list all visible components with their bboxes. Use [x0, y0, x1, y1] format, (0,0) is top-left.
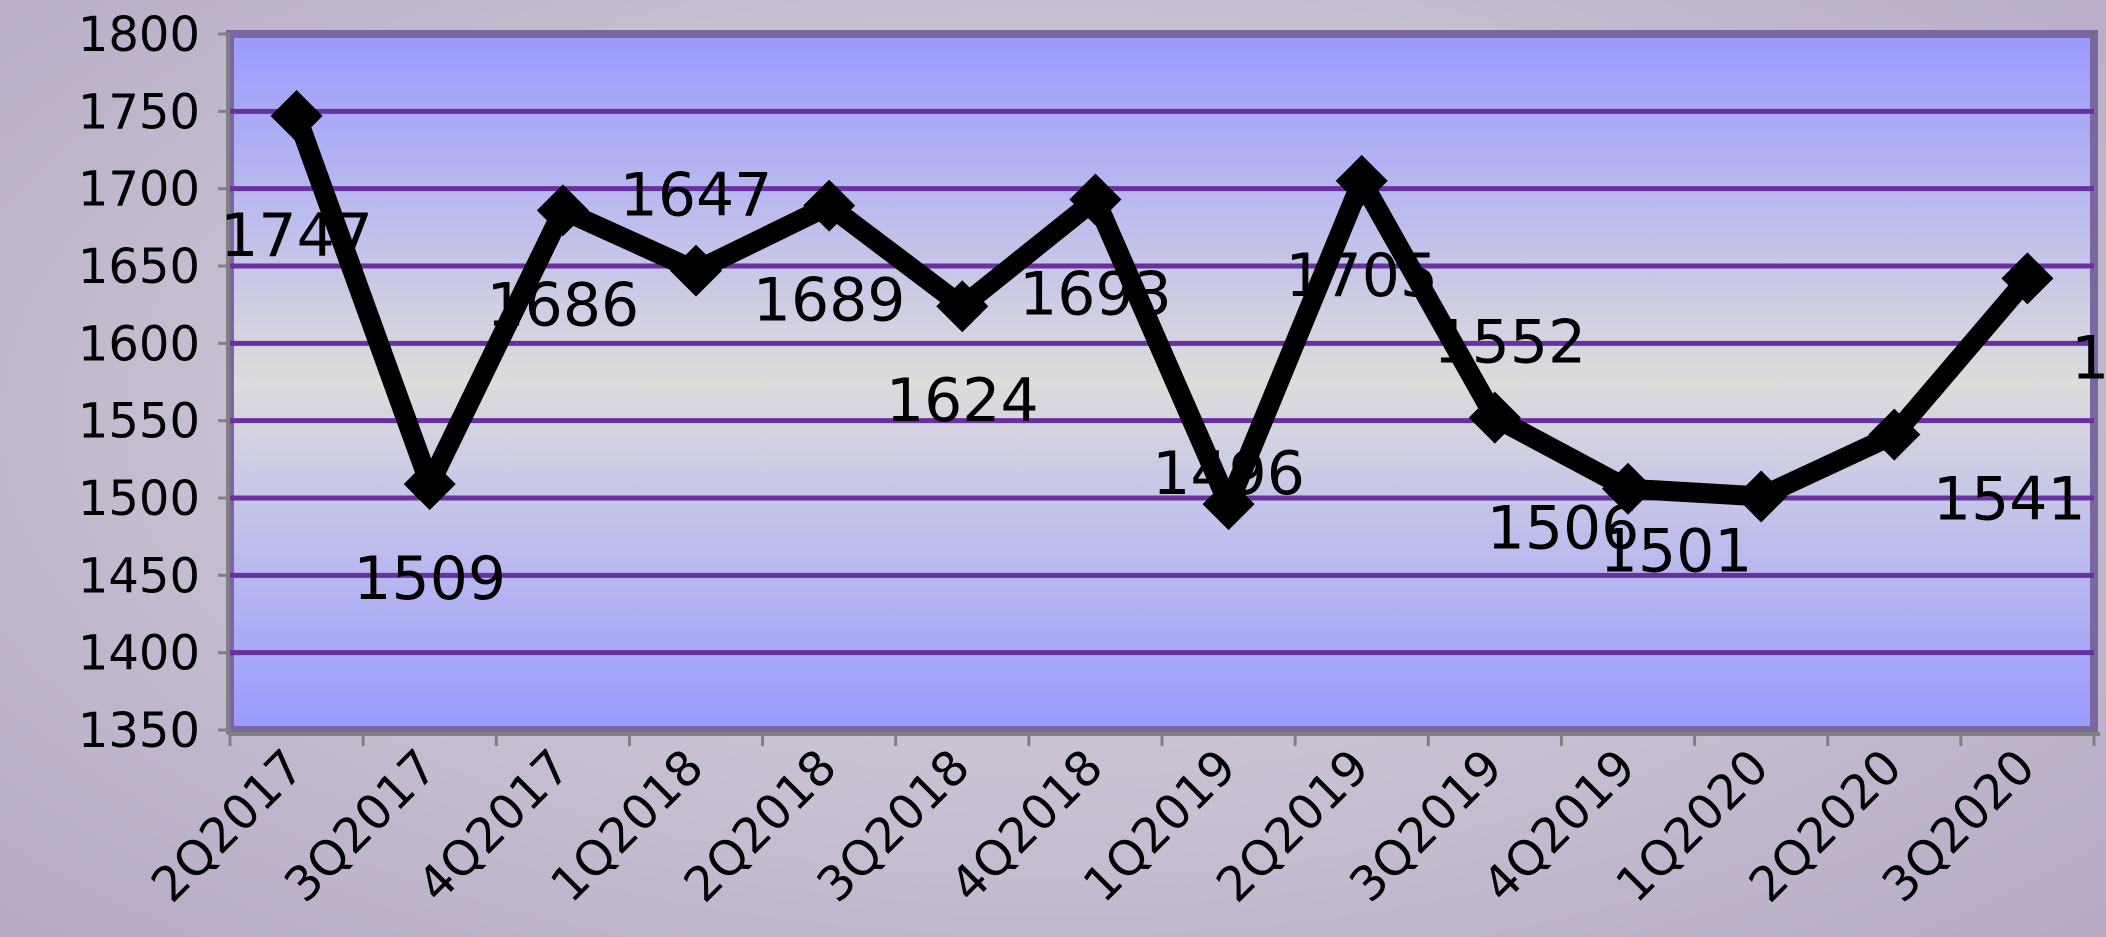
data-point-marker [536, 184, 589, 237]
y-tick-label: 1500 [78, 471, 200, 527]
y-tick-label: 1600 [78, 316, 200, 372]
data-point-marker [803, 179, 856, 232]
plot-area [226, 30, 2098, 734]
y-tick-label: 1350 [78, 703, 200, 759]
data-point-marker [1602, 462, 1654, 515]
data-point-marker [1468, 391, 1521, 444]
data-label: 1624 [886, 366, 1039, 436]
data-point-marker [1335, 154, 1388, 207]
axes [218, 32, 2100, 746]
data-point-marker [403, 458, 456, 511]
data-point-marker [1735, 470, 1788, 523]
y-axis-ticks: 1350 1400 1450 1500 1550 1600 1650 1700 1750 1800 [78, 7, 200, 759]
y-tick-label: 1550 [78, 394, 200, 450]
data-label: 1689 [753, 266, 906, 336]
data-point-marker [1069, 173, 1122, 226]
y-tick-label: 1700 [78, 162, 200, 218]
data-label: 1541 [1933, 465, 2086, 535]
y-tick-label: 1400 [78, 626, 200, 682]
data-label: 1686 [487, 270, 640, 340]
data-point-marker [936, 280, 989, 333]
y-tick-label: 1450 [78, 548, 200, 604]
data-point-marker [2001, 252, 2054, 305]
y-tick-label: 1750 [78, 84, 200, 140]
data-point-marker [1868, 408, 1921, 461]
data-label: 1506 [1487, 494, 1640, 564]
data-label: 1552 [1434, 308, 1587, 378]
data-label: 1705 [1285, 241, 1438, 311]
y-tick-label: 1650 [78, 239, 200, 295]
data-label: 1642 [2071, 323, 2106, 393]
data-label: 1501 [1600, 516, 1753, 586]
data-label: 1693 [1019, 259, 1172, 329]
data-label: 1509 [353, 544, 506, 614]
data-point-marker [1202, 478, 1255, 531]
data-label: 1647 [620, 161, 773, 231]
data-labels: 1747 1509 1686 1647 1689 1624 1693 1496 17051552… [220, 161, 2106, 614]
series-markers [270, 89, 2054, 531]
data-label: 1747 [220, 201, 373, 271]
data-point-marker [270, 89, 323, 142]
y-tick-label: 1800 [78, 7, 200, 63]
x-axis-ticks: 2Q20173Q20174Q20171Q20182Q20183Q20184Q20… [141, 739, 2046, 913]
data-point-marker [670, 244, 722, 297]
data-label: 1496 [1152, 439, 1305, 509]
